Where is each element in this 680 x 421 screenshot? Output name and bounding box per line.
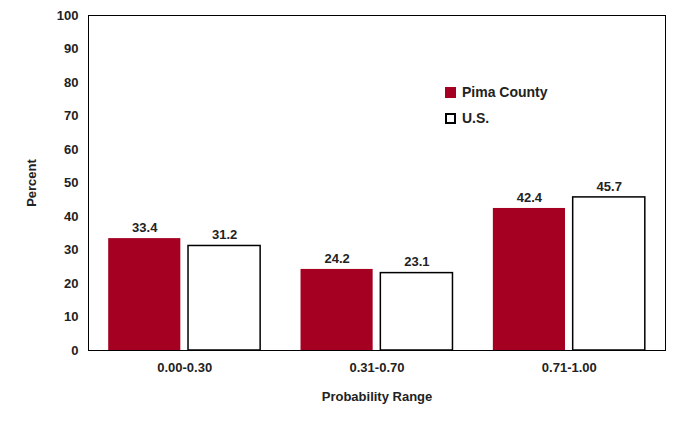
svg-text:90: 90 [64, 41, 78, 56]
svg-text:Probability Range: Probability Range [322, 389, 433, 404]
html-text:U.S.: U.S. [462, 110, 490, 126]
svg-text:40: 40 [64, 209, 78, 224]
svg-text:30: 30 [64, 242, 78, 257]
svg-text:42.4: 42.4 [517, 190, 543, 205]
html-text:Pima County: Pima County [462, 84, 548, 100]
svg-text:0.71-1.00: 0.71-1.00 [542, 360, 597, 375]
svg-text:31.2: 31.2 [212, 227, 237, 242]
svg-text:70: 70 [64, 108, 78, 123]
svg-text:45.7: 45.7 [597, 179, 622, 194]
svg-text:50: 50 [64, 175, 78, 190]
svg-text:Percent: Percent [24, 158, 39, 206]
svg-text:80: 80 [64, 75, 78, 90]
svg-text:10: 10 [64, 309, 78, 324]
svg-text:60: 60 [64, 142, 78, 157]
svg-text:20: 20 [64, 276, 78, 291]
svg-text:23.1: 23.1 [404, 254, 429, 269]
svg-text:0.00-0.30: 0.00-0.30 [157, 360, 212, 375]
svg-text:24.2: 24.2 [324, 251, 349, 266]
svg-text:0.31-0.70: 0.31-0.70 [350, 360, 405, 375]
svg-text:100: 100 [57, 8, 79, 23]
svg-text:0: 0 [71, 343, 78, 358]
svg-text:33.4: 33.4 [132, 220, 158, 235]
